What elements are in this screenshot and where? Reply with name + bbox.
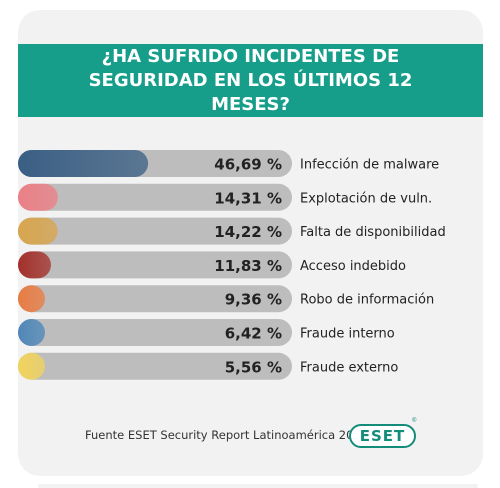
- chart-title: ¿HA SUFRIDO INCIDENTES DE SEGURIDAD EN L…: [88, 45, 413, 115]
- bar: [18, 150, 149, 177]
- category-label: Robo de información: [300, 293, 434, 308]
- value-label: 14,22 %: [214, 223, 282, 241]
- registered-mark: ®: [412, 418, 417, 424]
- bar-track: [18, 319, 292, 346]
- category-label: Fraude interno: [300, 327, 395, 342]
- bar-track: [18, 183, 292, 211]
- bar-track: [18, 217, 292, 245]
- source-note: Fuente ESET Security Report Latinoaméric…: [85, 428, 369, 442]
- value-label: 11,83 %: [214, 257, 282, 275]
- bar: [18, 352, 45, 380]
- bar: [18, 183, 58, 211]
- value-label: 14,31 %: [214, 189, 282, 207]
- bar: [18, 217, 58, 245]
- value-label: 9,36 %: [225, 291, 282, 309]
- bar: [18, 251, 51, 279]
- value-label: 46,69 %: [214, 156, 282, 174]
- category-label: Falta de disponibilidad: [300, 225, 446, 240]
- bar-track: [18, 251, 292, 279]
- bar: [18, 285, 45, 313]
- category-label: Acceso indebido: [300, 259, 406, 274]
- value-label: 5,56 %: [225, 358, 282, 376]
- bottom-strip: [38, 484, 478, 488]
- bar-track: [18, 285, 292, 313]
- bar-track: [18, 352, 292, 380]
- bar: [18, 319, 45, 346]
- category-label: Explotación de vuln.: [300, 191, 432, 206]
- category-label: Infección de malware: [300, 158, 439, 173]
- category-label: Fraude externo: [300, 360, 398, 375]
- eset-logo: ESET: [349, 424, 416, 448]
- chart-header: ¿HA SUFRIDO INCIDENTES DE SEGURIDAD EN L…: [18, 44, 483, 117]
- value-label: 6,42 %: [225, 325, 282, 343]
